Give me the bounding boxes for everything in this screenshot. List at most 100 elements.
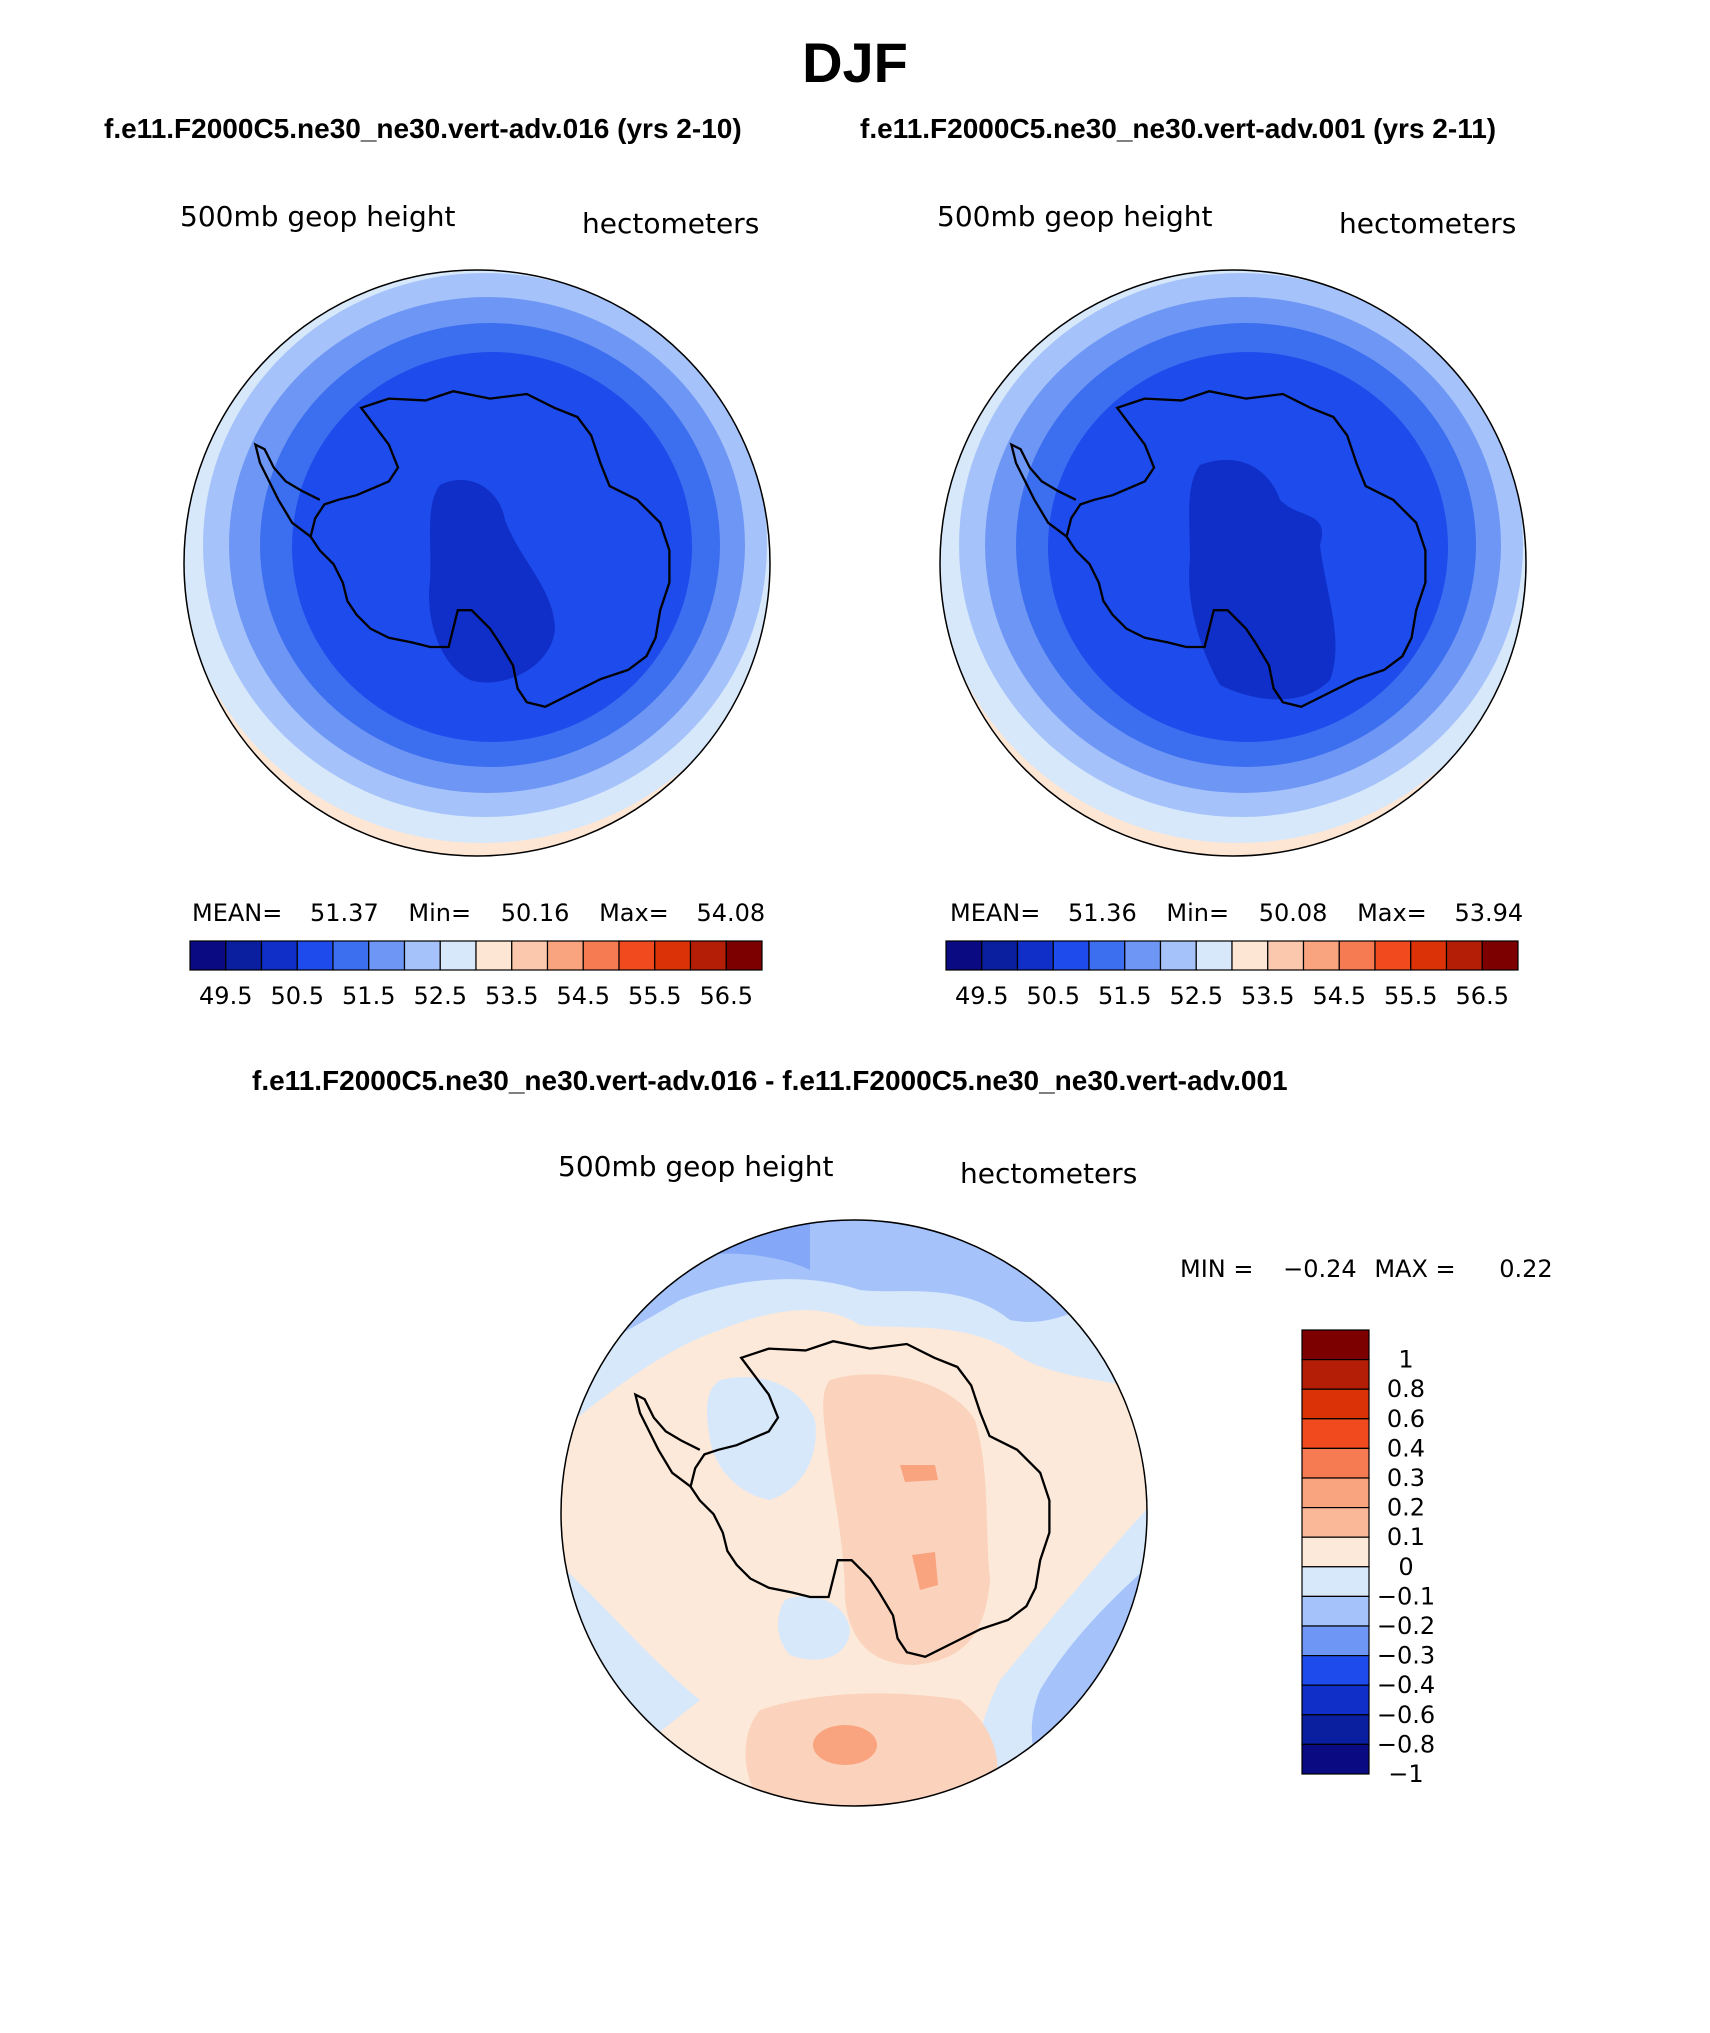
right-colorbar-tick-label: 49.5 bbox=[955, 982, 1008, 1010]
left-field-label: 500mb geop height bbox=[180, 200, 456, 233]
diff-colorbar-swatch bbox=[1301, 1595, 1370, 1627]
diff-colorbar-swatch bbox=[1301, 1447, 1370, 1479]
right-colorbar-swatch bbox=[945, 940, 983, 971]
diff-colorbar-swatch bbox=[1301, 1654, 1370, 1686]
left-colorbar-tick-label: 53.5 bbox=[485, 982, 538, 1010]
right-colorbar-swatch bbox=[1016, 940, 1054, 971]
diff-max-value: 0.22 bbox=[1499, 1255, 1553, 1283]
right-colorbar-tick-label: 56.5 bbox=[1456, 982, 1509, 1010]
left-colorbar-tick-label: 50.5 bbox=[271, 982, 324, 1010]
diff-band-neg-ross bbox=[778, 1596, 850, 1660]
right-colorbar-tick-label: 53.5 bbox=[1241, 982, 1294, 1010]
right-colorbar-swatch bbox=[1195, 940, 1233, 971]
right-colorbar-swatch bbox=[1052, 940, 1090, 971]
left-colorbar-swatch bbox=[189, 940, 227, 971]
left-min-value: 50.16 bbox=[500, 899, 570, 927]
diff-colorbar-tick-label: 0 bbox=[1398, 1553, 1413, 1581]
diff-band-0.2-0.3-south bbox=[813, 1725, 877, 1765]
diff-colorbar-tick-label: 0.6 bbox=[1387, 1405, 1425, 1433]
left-colorbar-swatch bbox=[225, 940, 263, 971]
right-min-value: 50.08 bbox=[1258, 899, 1328, 927]
diff-min-label: MIN = bbox=[1180, 1255, 1254, 1283]
diff-colorbar-swatch bbox=[1301, 1506, 1370, 1538]
right-units-label: hectometers bbox=[1339, 207, 1517, 240]
left-colorbar: 49.5 50.5 51.5 52.5 53.5 54.5 55.5 56.5 bbox=[189, 940, 763, 1010]
right-max-label: Max= bbox=[1357, 899, 1427, 927]
left-colorbar-swatch bbox=[689, 940, 727, 971]
right-stats: MEAN= 51.36 Min= 50.08 Max= 53.94 bbox=[950, 899, 1523, 927]
right-colorbar-swatch bbox=[1302, 940, 1340, 971]
right-min-label: Min= bbox=[1166, 899, 1230, 927]
left-band-50 bbox=[429, 479, 555, 683]
right-colorbar-tick-label: 51.5 bbox=[1098, 982, 1151, 1010]
left-colorbar-swatch bbox=[618, 940, 656, 971]
right-colorbar-swatch bbox=[1374, 940, 1412, 971]
left-units-label: hectometers bbox=[582, 207, 760, 240]
left-colorbar-swatch bbox=[403, 940, 441, 971]
right-colorbar-swatch bbox=[1481, 940, 1519, 971]
right-mean-label: MEAN= bbox=[950, 899, 1041, 927]
left-colorbar-tick-label: 56.5 bbox=[700, 982, 753, 1010]
left-mean-label: MEAN= bbox=[192, 899, 283, 927]
right-colorbar-swatch bbox=[1231, 940, 1269, 971]
diff-band-0.2-0.3-patch1 bbox=[900, 1465, 938, 1482]
diff-colorbar-swatch bbox=[1301, 1684, 1370, 1716]
left-colorbar-swatch bbox=[332, 940, 370, 971]
left-map-border bbox=[183, 269, 771, 857]
left-min-label: Min= bbox=[408, 899, 472, 927]
diff-colorbar-tick-label: 0.2 bbox=[1387, 1494, 1425, 1522]
right-colorbar-swatch bbox=[981, 940, 1019, 971]
diff-units-label: hectometers bbox=[960, 1157, 1138, 1190]
right-map bbox=[939, 269, 1527, 857]
diff-colorbar-swatch bbox=[1301, 1418, 1370, 1450]
right-mean-value: 51.36 bbox=[1068, 899, 1137, 927]
left-stats: MEAN= 51.37 Min= 50.16 Max= 54.08 bbox=[192, 899, 765, 927]
right-colorbar: 49.5 50.5 51.5 52.5 53.5 54.5 55.5 56.5 bbox=[945, 940, 1519, 1010]
left-colorbar-swatch bbox=[725, 940, 763, 971]
diff-colorbar-tick-label: −0.3 bbox=[1377, 1642, 1435, 1670]
right-map-border bbox=[939, 269, 1527, 857]
left-colorbar-tick-label: 51.5 bbox=[342, 982, 395, 1010]
diff-colorbar-swatch bbox=[1301, 1329, 1370, 1361]
right-max-value: 53.94 bbox=[1454, 899, 1524, 927]
diff-colorbar-swatch bbox=[1301, 1566, 1370, 1598]
right-colorbar-swatch bbox=[1410, 940, 1448, 971]
right-colorbar-swatch bbox=[1088, 940, 1126, 971]
left-colorbar-swatch bbox=[511, 940, 549, 971]
diff-colorbar-tick-label: −1 bbox=[1388, 1760, 1423, 1788]
left-colorbar-swatch bbox=[546, 940, 584, 971]
diff-colorbar-swatch bbox=[1301, 1477, 1370, 1509]
diff-colorbar-tick-label: 0.1 bbox=[1387, 1523, 1425, 1551]
diff-band-0.1-0.2-continent bbox=[823, 1374, 990, 1665]
right-colorbar-tick-label: 55.5 bbox=[1384, 982, 1437, 1010]
diff-colorbar-swatch bbox=[1301, 1358, 1370, 1390]
right-colorbar-tick-label: 52.5 bbox=[1170, 982, 1223, 1010]
diff-colorbar-swatch bbox=[1301, 1625, 1370, 1657]
left-map bbox=[183, 269, 771, 857]
diff-colorbar-tick-label: 0.4 bbox=[1387, 1434, 1425, 1462]
diff-colorbar-tick-label: −0.4 bbox=[1377, 1671, 1435, 1699]
left-colorbar-swatch bbox=[296, 940, 334, 971]
diff-band-0.2-0.3-patch2 bbox=[912, 1552, 938, 1590]
diff-field-label: 500mb geop height bbox=[558, 1150, 834, 1183]
right-colorbar-swatch bbox=[1445, 940, 1483, 971]
diff-map-border bbox=[560, 1219, 1148, 1807]
left-max-label: Max= bbox=[599, 899, 669, 927]
diff-band-neg-center bbox=[707, 1376, 816, 1500]
right-colorbar-swatch bbox=[1159, 940, 1197, 971]
subtitle-left: f.e11.F2000C5.ne30_ne30.vert-adv.016 (yr… bbox=[104, 113, 742, 144]
diff-colorbar-tick-label: −0.8 bbox=[1377, 1730, 1435, 1758]
diff-colorbar-tick-label: 0.3 bbox=[1387, 1464, 1425, 1492]
left-colorbar-swatch bbox=[260, 940, 298, 971]
diff-colorbar-swatch bbox=[1301, 1714, 1370, 1746]
diff-colorbar-swatch bbox=[1301, 1743, 1370, 1775]
left-colorbar-tick-label: 55.5 bbox=[628, 982, 681, 1010]
left-colorbar-swatch bbox=[582, 940, 620, 971]
left-colorbar-tick-label: 52.5 bbox=[414, 982, 467, 1010]
difference-map bbox=[560, 1219, 1148, 1807]
right-colorbar-swatch bbox=[1267, 940, 1305, 971]
left-colorbar-swatch bbox=[439, 940, 477, 971]
diff-colorbar-tick-label: −0.1 bbox=[1377, 1582, 1435, 1610]
right-colorbar-swatch bbox=[1338, 940, 1376, 971]
